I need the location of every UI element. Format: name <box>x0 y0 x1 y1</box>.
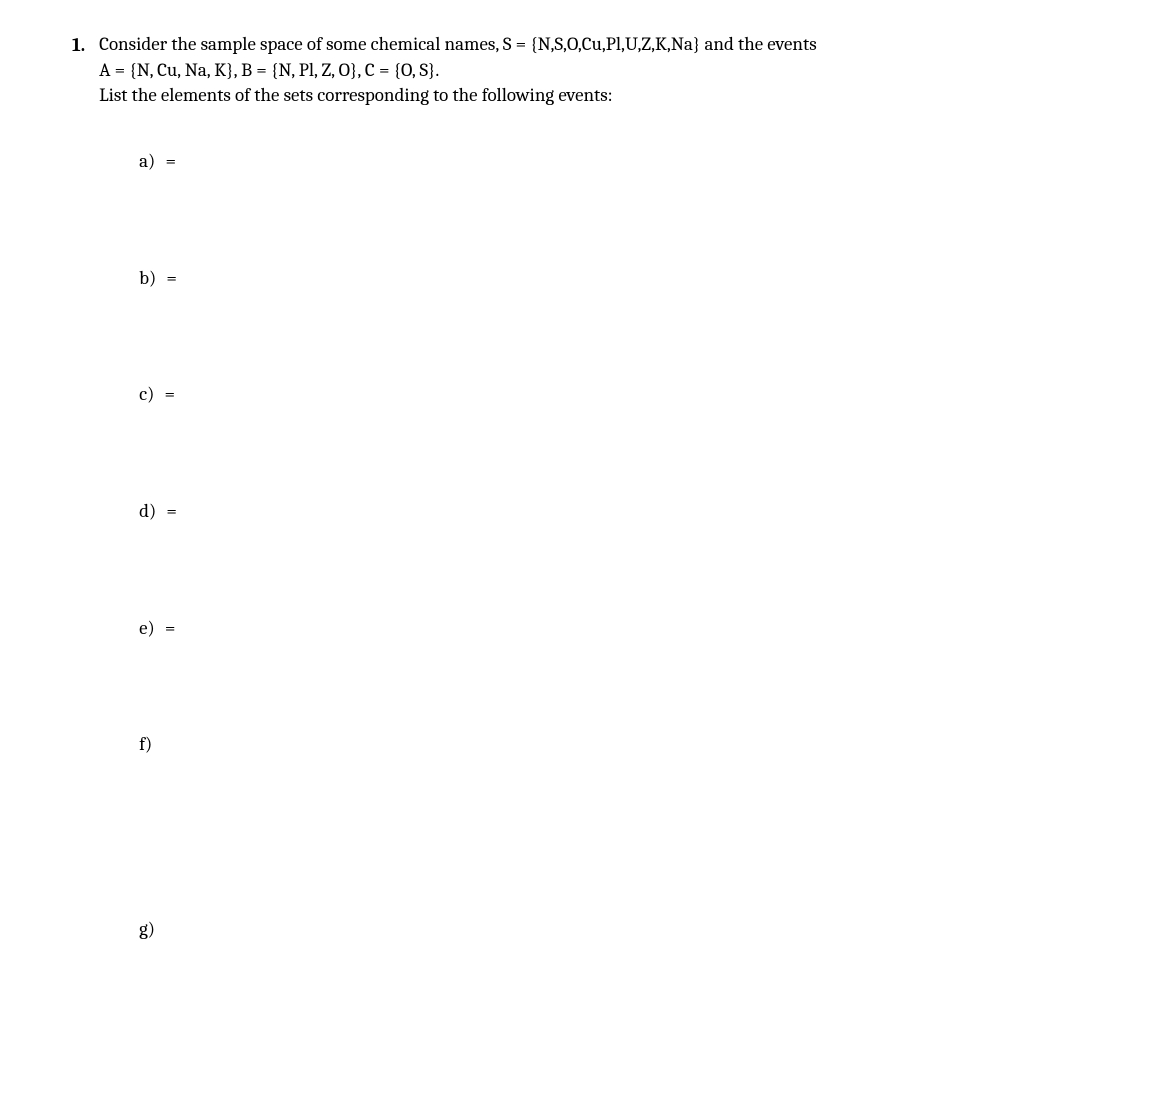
sub-label-a: a) <box>139 149 155 174</box>
sub-items-list: a) = b) = c) = d) = e) = f) g) <box>99 149 1098 942</box>
sub-item-b: b) = <box>139 266 1098 291</box>
question-container: 1. Consider the sample space of some che… <box>72 32 1098 1034</box>
question-line-1: Consider the sample space of some chemic… <box>99 33 817 55</box>
question-body: Consider the sample space of some chemic… <box>99 32 1098 1034</box>
sub-item-d: d) = <box>139 499 1098 524</box>
sub-suffix-a: = <box>161 150 176 172</box>
sub-suffix-d: = <box>162 500 177 522</box>
sub-item-c: c) = <box>139 382 1098 407</box>
sub-suffix-b: = <box>162 267 177 289</box>
sub-suffix-e: = <box>161 617 176 639</box>
sub-label-d: d) <box>139 499 156 524</box>
question-number: 1. <box>72 32 85 59</box>
sub-label-f: f) <box>139 732 152 757</box>
question-line-3: List the elements of the sets correspond… <box>99 84 613 106</box>
sub-item-e: e) = <box>139 616 1098 641</box>
sub-label-g: g) <box>139 917 155 942</box>
question-text: Consider the sample space of some chemic… <box>99 32 1098 109</box>
sub-item-g: g) <box>139 917 1098 942</box>
sub-item-f: f) <box>139 732 1098 757</box>
question-line-2: A = {N, Cu, Na, K}, B = {N, Pl, Z, O}, C… <box>99 59 439 81</box>
sub-suffix-c: = <box>160 383 175 405</box>
sub-label-c: c) <box>139 382 154 407</box>
sub-label-e: e) <box>139 616 155 641</box>
sub-item-a: a) = <box>139 149 1098 174</box>
sub-label-b: b) <box>139 266 156 291</box>
